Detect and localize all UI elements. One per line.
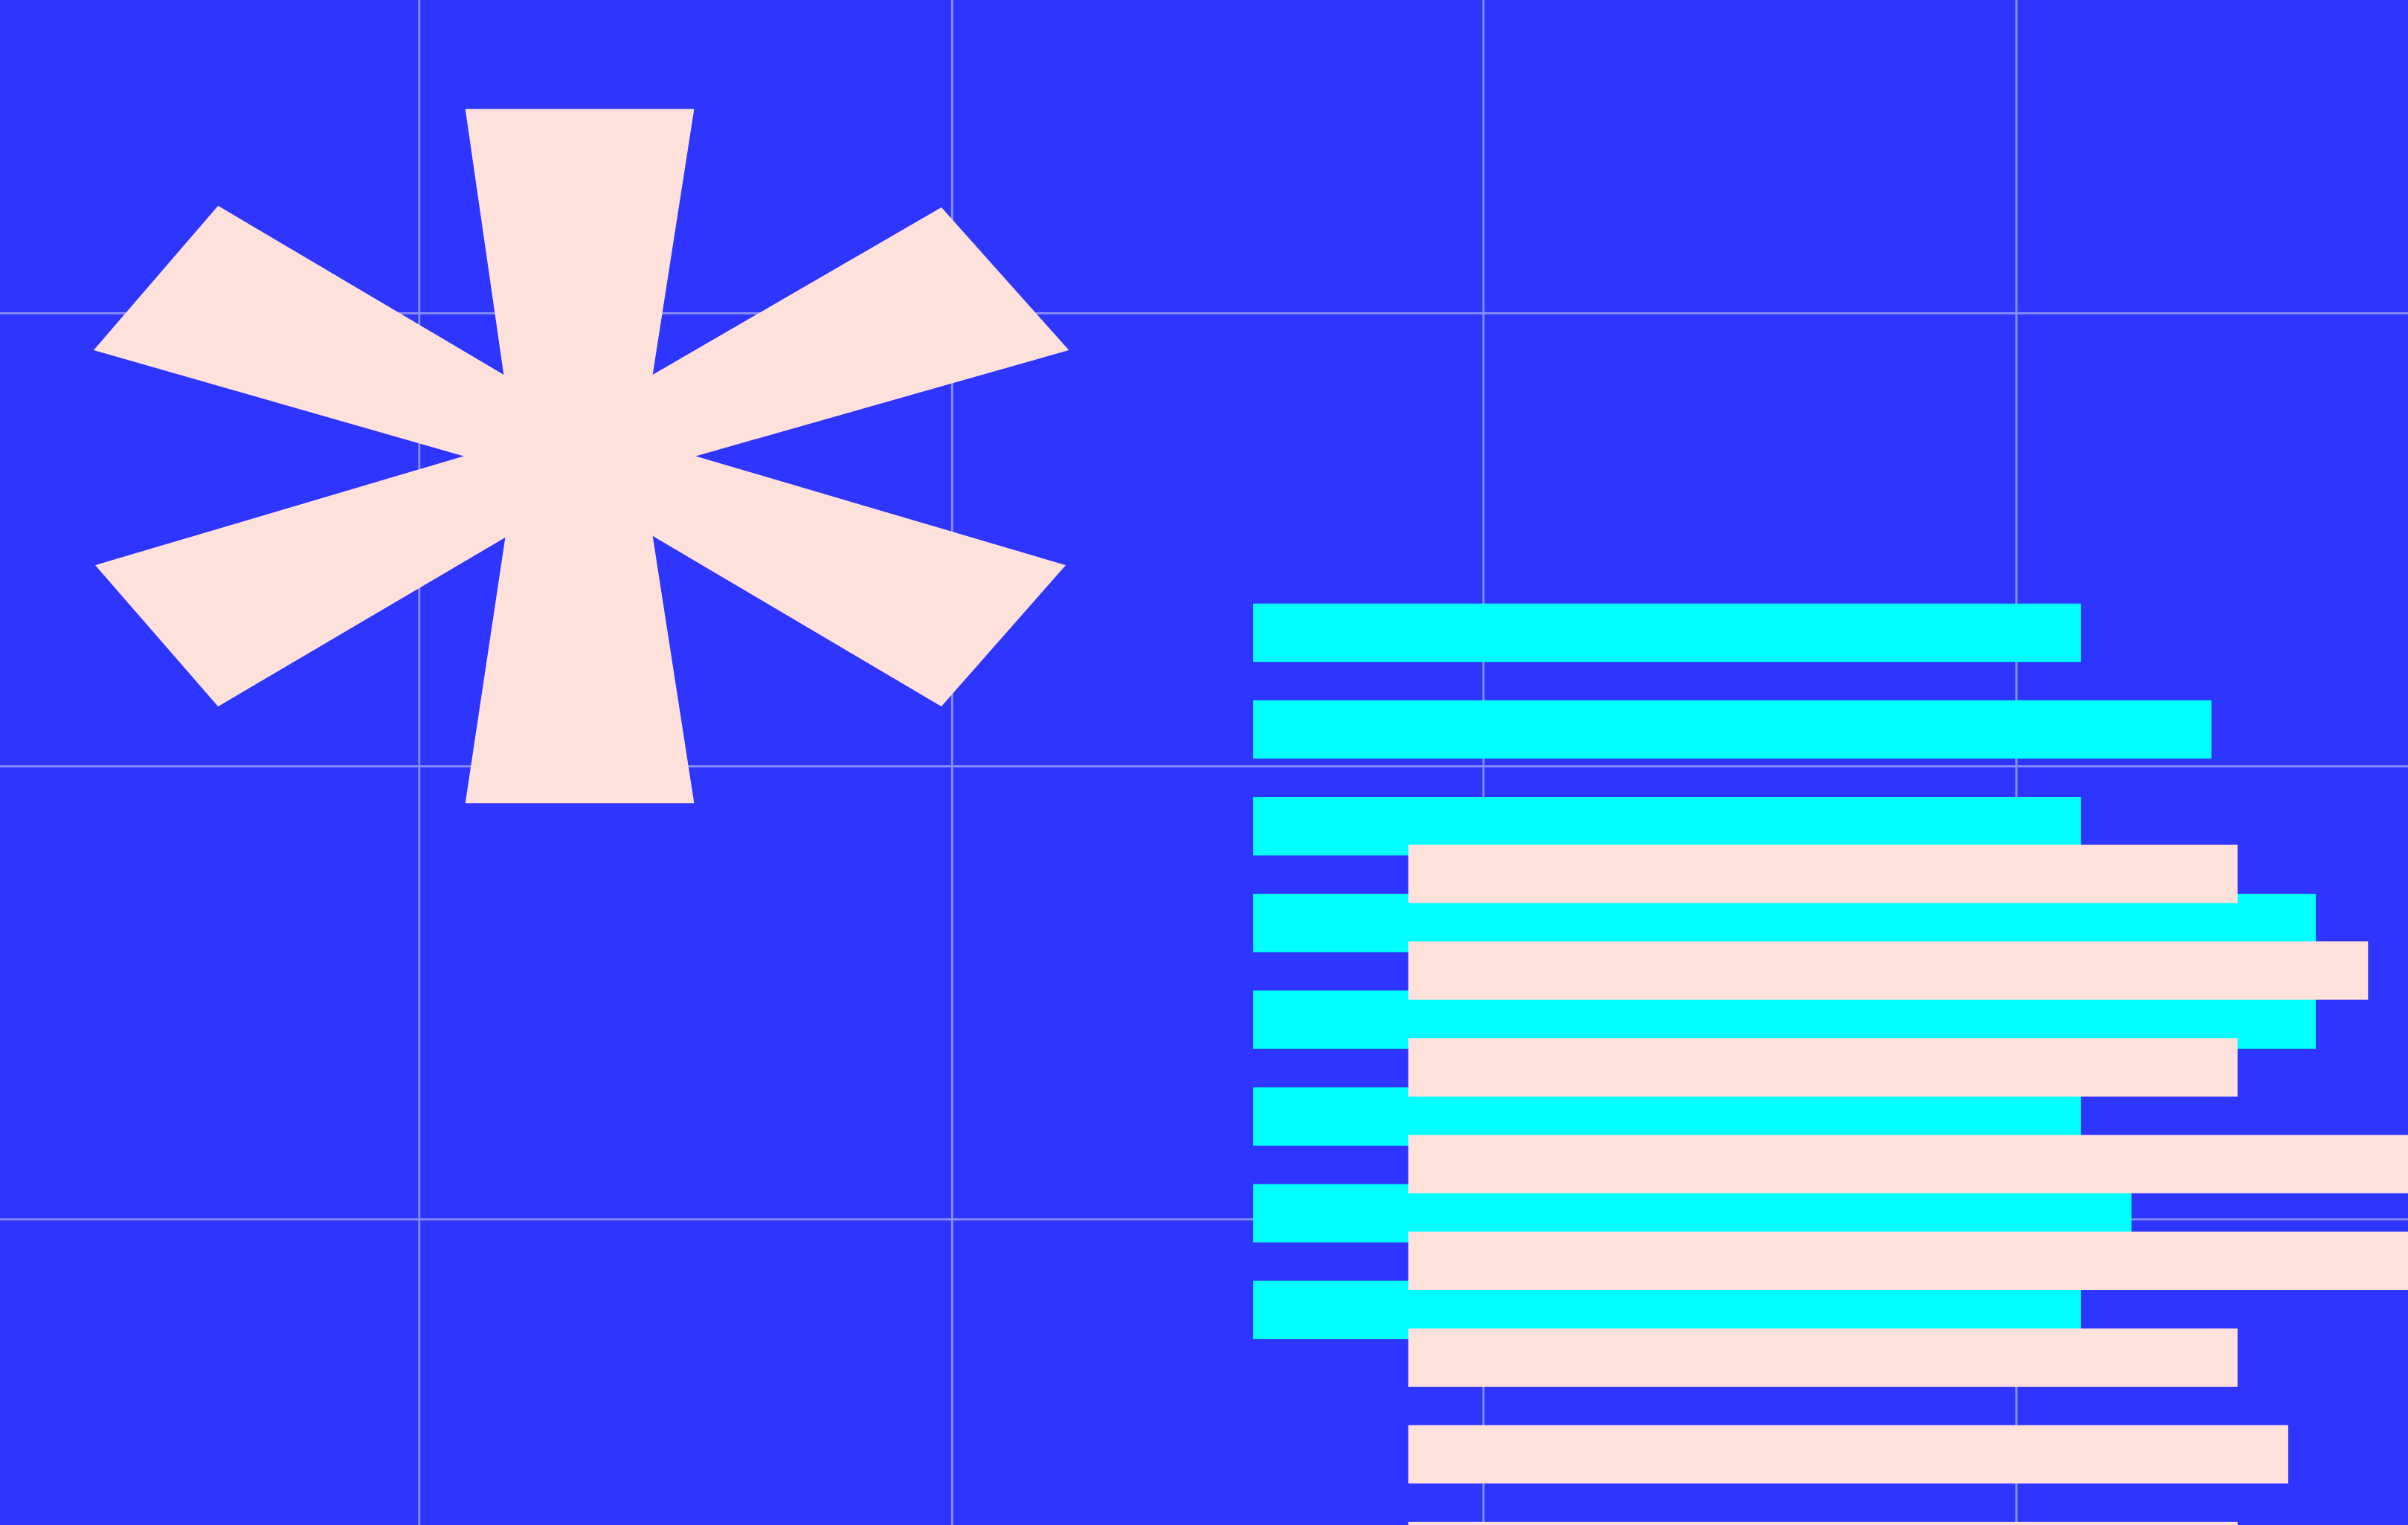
pink-bar: [1408, 941, 2369, 1000]
pink-bars: [1408, 845, 2408, 1525]
pink-bar: [1408, 1038, 2238, 1097]
pink-bar: [1408, 1135, 2408, 1193]
pink-bar: [1408, 1425, 2288, 1484]
pink-bar: [1408, 1521, 2238, 1525]
pink-bar: [1408, 1231, 2408, 1290]
cyan-bar: [1253, 603, 2082, 662]
asterisk-icon: [93, 109, 1069, 804]
pink-bar: [1408, 1328, 2238, 1387]
cyan-bar: [1253, 700, 2212, 759]
pink-bar: [1408, 845, 2238, 903]
